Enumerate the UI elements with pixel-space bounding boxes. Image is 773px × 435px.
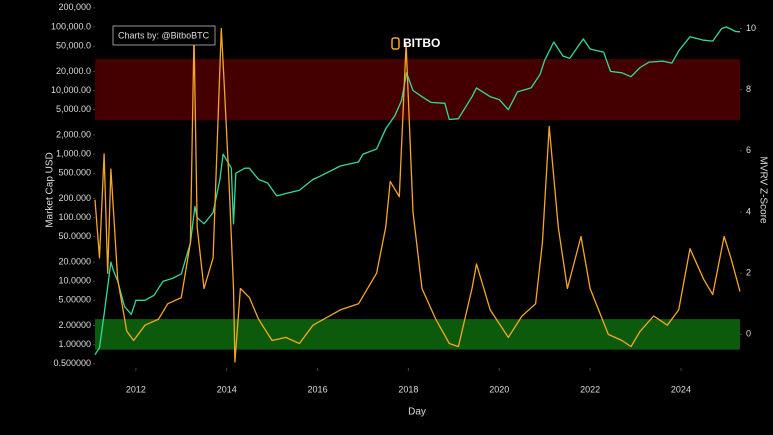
x-tick-label: 2016 xyxy=(308,384,328,394)
y-tick-label: 20,000.0 xyxy=(56,66,91,76)
y-tick-label: 1.00000 xyxy=(58,339,91,349)
x-tick-label: 2018 xyxy=(398,384,418,394)
y2-tick-label: 10 xyxy=(746,23,756,33)
y-tick-label: 10,000.00 xyxy=(51,85,91,95)
y-tick-label: 500.000 xyxy=(58,168,91,178)
annotation: Charts by: @BitboBTC xyxy=(118,30,210,40)
y2-tick-label: 2 xyxy=(746,268,751,278)
y2-tick-label: 4 xyxy=(746,206,751,216)
series-line xyxy=(94,27,741,363)
y-tick-label: 200,000 xyxy=(58,2,91,12)
y2-tick-label: 0 xyxy=(746,329,751,339)
logo-icon xyxy=(391,37,400,50)
y-tick-label: 200.000 xyxy=(58,193,91,203)
y-axis-title: Market Cap USD xyxy=(45,152,56,228)
y-tick-label: 100.000 xyxy=(58,212,91,222)
y-tick-label: 100,000.0 xyxy=(51,21,91,31)
zone-band xyxy=(95,59,740,121)
x-tick-label: 2014 xyxy=(217,384,237,394)
y-tick-label: 2,000.00 xyxy=(56,129,91,139)
x-tick-label: 2020 xyxy=(489,384,509,394)
logo: BITBO xyxy=(403,36,440,50)
series-line xyxy=(94,26,741,355)
y-tick-label: 10.0000 xyxy=(58,276,91,286)
x-tick-label: 2024 xyxy=(671,384,691,394)
x-tick-label: 2012 xyxy=(126,384,146,394)
y2-tick-label: 6 xyxy=(746,145,751,155)
y-tick-label: 2.00000 xyxy=(58,320,91,330)
x-tick-label: 2022 xyxy=(580,384,600,394)
annotation-box xyxy=(112,25,216,46)
y-tick-label: 50,000.0 xyxy=(56,40,91,50)
y-tick-label: 20.0000 xyxy=(58,256,91,266)
y2-tick-label: 8 xyxy=(746,84,751,94)
y-tick-label: 5,000.00 xyxy=(56,104,91,114)
y-tick-label: 5.00000 xyxy=(58,295,91,305)
y-tick-label: 1,000.00 xyxy=(56,148,91,158)
x-axis-title: Day xyxy=(408,407,426,418)
y-tick-label: 50.0000 xyxy=(58,231,91,241)
y-tick-label: 0.500000 xyxy=(53,358,91,368)
zone-band xyxy=(95,319,740,350)
y2-axis-title: MVRV Z-Score xyxy=(757,156,768,223)
